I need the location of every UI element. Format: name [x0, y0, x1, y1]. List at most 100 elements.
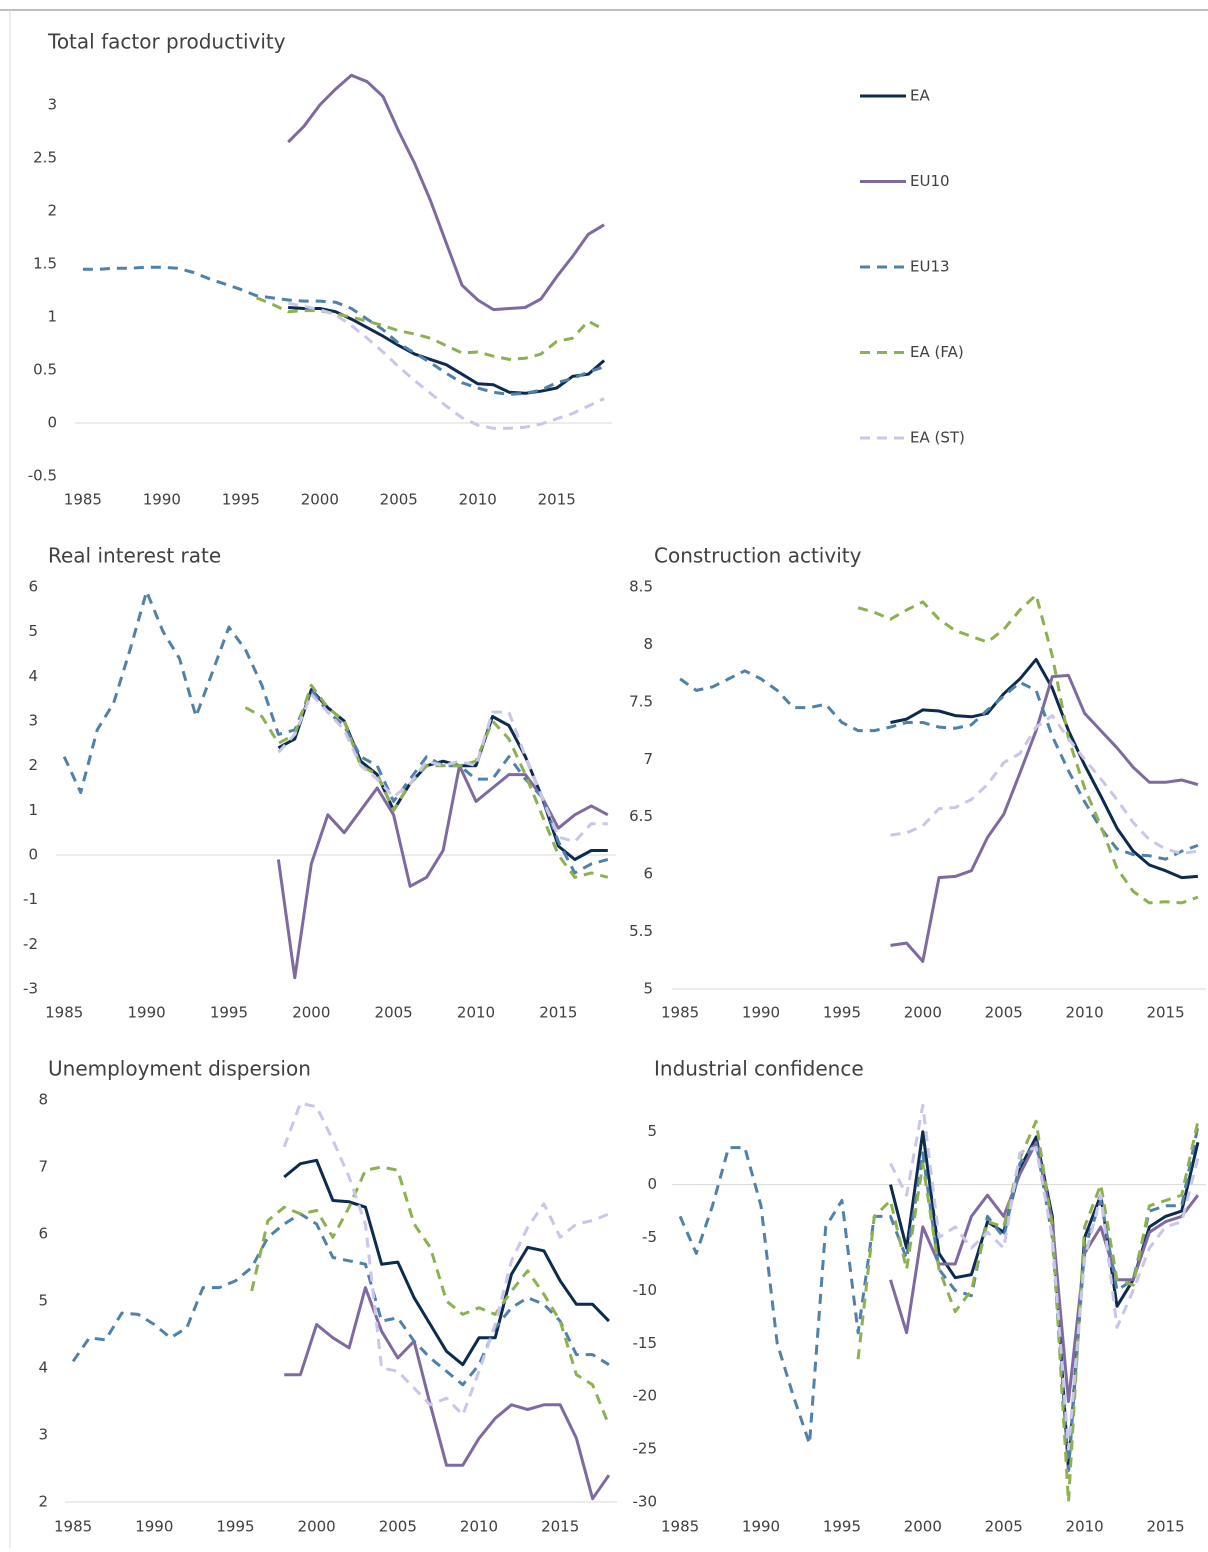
series-line	[277, 692, 608, 844]
y-tick-label: 0.5	[33, 361, 57, 379]
series-line	[82, 265, 605, 396]
x-tick-label: 2015	[1146, 1004, 1184, 1022]
x-tick-label: 2005	[380, 491, 418, 509]
y-tick-label: -5	[642, 1228, 657, 1246]
x-tick-label: 2000	[301, 491, 339, 509]
x-tick-label: 1995	[216, 1518, 254, 1536]
y-tick-label: 5	[38, 1292, 48, 1310]
y-tick-label: 2.5	[33, 149, 57, 167]
series-line	[284, 1286, 611, 1501]
x-tick-label: 2010	[460, 1518, 498, 1536]
x-tick-label: 1995	[823, 1004, 861, 1022]
y-tick-label: 6.5	[629, 807, 653, 825]
x-tick-label: 2005	[379, 1518, 417, 1536]
x-tick-label: 1995	[222, 491, 260, 509]
chart-title: Real interest rate	[48, 544, 221, 568]
y-tick-label: 0	[28, 846, 38, 864]
x-tick-label: 1985	[661, 1518, 699, 1536]
series-line	[890, 673, 1199, 963]
series-line	[283, 1158, 610, 1367]
y-tick-label: 5	[28, 622, 38, 640]
legend-label: EA (FA)	[910, 343, 964, 361]
y-tick-label: 2	[38, 1493, 48, 1511]
y-tick-label: 1.5	[33, 255, 57, 273]
y-tick-label: 7.5	[629, 692, 653, 710]
x-tick-label: 2010	[457, 1004, 495, 1022]
y-tick-label: 2	[47, 202, 57, 220]
y-tick-label: 8	[38, 1091, 48, 1109]
x-tick-label: 1985	[64, 491, 102, 509]
x-tick-label: 2000	[904, 1518, 942, 1536]
x-tick-label: 1995	[210, 1004, 248, 1022]
x-tick-label: 2015	[538, 491, 576, 509]
x-tick-label: 1990	[135, 1518, 173, 1536]
series-line	[244, 683, 609, 879]
x-tick-label: 2010	[1066, 1004, 1104, 1022]
series-line	[276, 764, 609, 980]
series-line	[857, 593, 1199, 905]
y-tick-label: 6	[38, 1225, 48, 1243]
series-line	[288, 306, 606, 395]
series-line	[287, 301, 605, 430]
y-tick-label: -25	[633, 1440, 658, 1458]
series-line	[256, 296, 605, 361]
chart-title: Construction activity	[654, 544, 862, 568]
series-line	[62, 590, 609, 875]
y-tick-label: 0	[47, 414, 57, 432]
x-tick-label: 1995	[823, 1518, 861, 1536]
x-tick-label: 2000	[904, 1004, 942, 1022]
legend-label: EU10	[910, 172, 950, 190]
x-tick-label: 1990	[742, 1518, 780, 1536]
series-line	[71, 1212, 610, 1387]
y-tick-label: 3	[28, 712, 38, 730]
x-tick-label: 1985	[45, 1004, 83, 1022]
series-line	[250, 1165, 611, 1426]
y-tick-label: -1	[23, 890, 38, 908]
x-tick-label: 2015	[541, 1518, 579, 1536]
y-tick-label: 5	[643, 980, 653, 998]
series-line	[889, 1103, 1200, 1451]
y-tick-label: -0.5	[28, 467, 57, 485]
x-tick-label: 2005	[985, 1518, 1023, 1536]
series-line	[277, 688, 608, 861]
y-tick-label: 3	[38, 1426, 48, 1444]
x-tick-label: 2005	[375, 1004, 413, 1022]
y-tick-label: 4	[28, 667, 38, 685]
y-tick-label: 3	[47, 96, 57, 114]
y-tick-label: 5.5	[629, 922, 653, 940]
series-line	[678, 1126, 1200, 1472]
legend-label: EA	[910, 87, 930, 105]
y-tick-label: -2	[23, 935, 38, 953]
y-tick-label: 1	[28, 801, 38, 819]
chart-title: Unemployment dispersion	[48, 1057, 311, 1081]
x-tick-label: 1990	[143, 491, 181, 509]
series-line	[856, 1119, 1200, 1504]
y-tick-label: 6	[643, 865, 653, 883]
y-tick-label: -10	[633, 1281, 658, 1299]
x-tick-label: 1990	[742, 1004, 780, 1022]
y-tick-label: -15	[633, 1334, 658, 1352]
series-line	[287, 73, 605, 312]
y-tick-label: 8.5	[629, 578, 653, 596]
x-tick-label: 2010	[1066, 1518, 1104, 1536]
chart-title: Total factor productivity	[47, 30, 286, 54]
x-tick-label: 2015	[539, 1004, 577, 1022]
x-tick-label: 1985	[54, 1518, 92, 1536]
y-tick-label: 7	[643, 750, 653, 768]
y-tick-label: -3	[23, 980, 38, 998]
y-tick-label: 8	[643, 635, 653, 653]
x-tick-label: 2000	[298, 1518, 336, 1536]
y-tick-label: 2	[28, 756, 38, 774]
y-tick-label: 6	[28, 578, 38, 596]
series-line	[282, 1101, 610, 1417]
legend-label: EU13	[910, 258, 950, 276]
x-tick-label: 1985	[661, 1004, 699, 1022]
y-tick-label: 1	[47, 308, 57, 326]
x-tick-label: 2005	[985, 1004, 1023, 1022]
y-tick-label: -30	[633, 1493, 658, 1511]
series-line	[679, 669, 1199, 861]
x-tick-label: 1990	[127, 1004, 165, 1022]
series-line	[890, 714, 1199, 855]
chart-title: Industrial confidence	[654, 1057, 864, 1081]
